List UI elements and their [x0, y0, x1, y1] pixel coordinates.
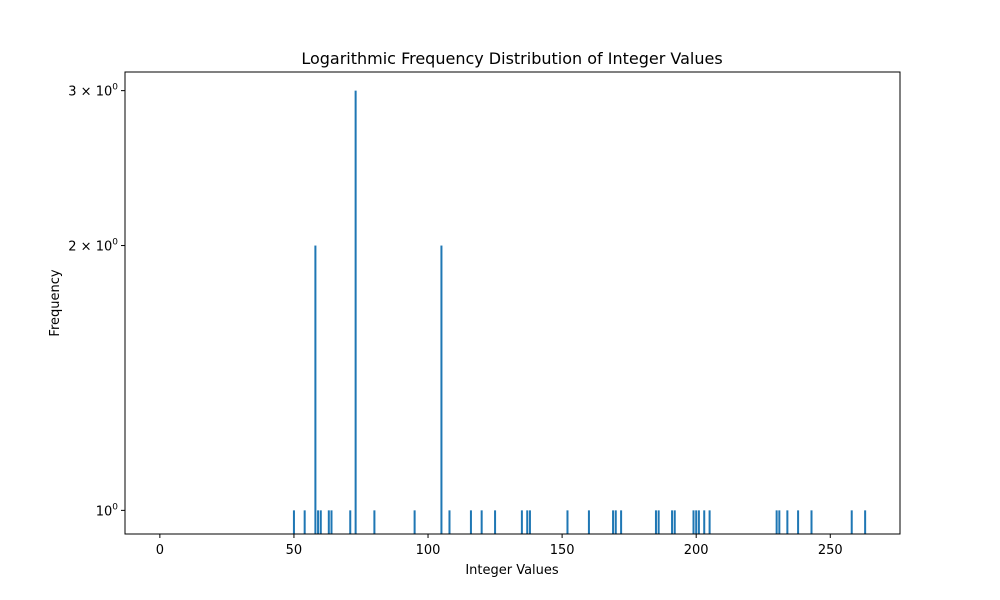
bar-71	[349, 510, 352, 534]
x-tick-label: 150	[550, 543, 575, 558]
y-axis: 100 2 × 100 3 × 100	[68, 83, 125, 519]
x-tick-label: 0	[156, 543, 164, 558]
bar-191	[671, 510, 674, 534]
bar-73	[354, 90, 357, 534]
x-axis: 0 50 100 150 200 250	[156, 534, 843, 558]
x-tick-label: 250	[818, 543, 843, 558]
bar-201	[697, 510, 700, 534]
bar-59	[317, 510, 320, 534]
bar-137	[526, 510, 529, 534]
plot-area	[125, 72, 900, 534]
x-tick-label: 100	[416, 543, 441, 558]
bar-138	[528, 510, 531, 534]
bar-160	[587, 510, 590, 534]
bar-205	[708, 510, 711, 534]
bar-50	[292, 510, 295, 534]
bar-172	[620, 510, 623, 534]
bar-263	[864, 510, 867, 534]
bar-203	[703, 510, 706, 534]
bar-64	[330, 510, 333, 534]
bar-125	[494, 510, 497, 534]
x-axis-label: Integer Values	[465, 563, 559, 578]
y-axis-label: Frequency	[48, 269, 63, 336]
x-tick-label: 50	[286, 543, 303, 558]
bar-152	[566, 510, 569, 534]
bar-135	[520, 510, 523, 534]
bar-238	[797, 510, 800, 534]
y-tick-label: 100	[96, 502, 119, 519]
y-tick-label: 2 × 100	[68, 238, 118, 255]
y-tick-label: 3 × 100	[68, 83, 118, 100]
bar-243	[810, 510, 813, 534]
bar-54	[303, 510, 306, 534]
bar-169	[612, 510, 615, 534]
bar-230	[775, 510, 778, 534]
bar-63	[327, 510, 330, 534]
bar-105	[440, 245, 443, 535]
bar-199	[692, 510, 695, 534]
bar-58	[314, 245, 317, 535]
bar-116	[469, 510, 472, 534]
bar-231	[778, 510, 781, 534]
bar-234	[786, 510, 789, 534]
bar-108	[448, 510, 451, 534]
bar-120	[480, 510, 483, 534]
bar-200	[695, 510, 698, 534]
plot-frame	[124, 71, 901, 535]
chart-title: Logarithmic Frequency Distribution of In…	[301, 49, 722, 68]
x-tick-label: 200	[684, 543, 709, 558]
bar-186	[657, 510, 660, 534]
bar-60	[319, 510, 322, 534]
bar-170	[614, 510, 617, 534]
bar-185	[654, 510, 657, 534]
bar-258	[850, 510, 853, 534]
bar-95	[413, 510, 416, 534]
bar-80	[373, 510, 376, 534]
bars-group	[292, 90, 867, 535]
bar-192	[673, 510, 676, 534]
